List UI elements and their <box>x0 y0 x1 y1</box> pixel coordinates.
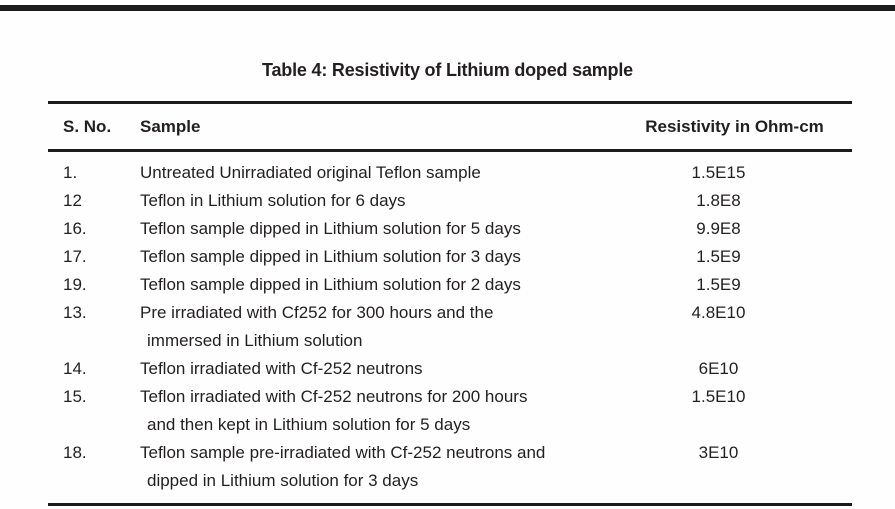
row-sno: 1. <box>63 163 78 182</box>
table-title: Table 4: Resistivity of Lithium doped sa… <box>262 60 633 80</box>
row-resistivity: 6E10 <box>698 359 739 378</box>
row-sample-continuation-line: immersed in Lithium solution <box>147 331 363 350</box>
row-sno: 12 <box>63 191 82 210</box>
table-row: 15. Teflon irradiated with Cf-252 neutron… <box>48 383 852 439</box>
table-row: 1. Untreated Unirradiated original Teflon… <box>48 159 852 187</box>
table-row: 18. Teflon sample pre-irradiated with Cf-… <box>48 439 852 495</box>
row-sample-line: Teflon in Lithium solution for 6 days <box>140 191 406 210</box>
row-sample-line: Teflon sample pre-irradiated with Cf-252… <box>140 443 546 462</box>
column-header-sno: S. No. <box>63 116 112 136</box>
row-sample-line: Untreated Unirradiated original Teflon s… <box>140 163 481 182</box>
row-sample-line: Teflon irradiated with Cf-252 neutrons f… <box>140 387 528 406</box>
header-top-rule <box>48 101 852 104</box>
row-sno: 16. <box>63 219 87 238</box>
row-resistivity: 3E10 <box>698 443 739 462</box>
row-sample: Pre irradiated with Cf252 for 300 hours … <box>140 299 617 355</box>
table-row: 12 Teflon in Lithium solution for 6 days 1… <box>48 187 852 215</box>
row-sno: 18. <box>63 443 87 462</box>
table-bottom-rule <box>48 503 852 506</box>
row-resistivity: 1.5E9 <box>696 247 741 266</box>
table-row: 19. Teflon sample dipped in Lithium solut… <box>48 271 852 299</box>
row-sample-line: Teflon sample dipped in Lithium solution… <box>140 247 521 266</box>
row-sample: Teflon sample dipped in Lithium solution… <box>140 243 617 271</box>
table-row: 17. Teflon sample dipped in Lithium solut… <box>48 243 852 271</box>
row-sample-line: Teflon irradiated with Cf-252 neutrons <box>140 359 423 378</box>
table-row: 13. Pre irradiated with Cf252 for 300 hou… <box>48 299 852 355</box>
row-resistivity: 4.8E10 <box>691 303 746 322</box>
row-sample-line: Teflon sample dipped in Lithium solution… <box>140 219 521 238</box>
row-sample: Teflon sample dipped in Lithium solution… <box>140 215 617 243</box>
row-sample-line: Teflon sample dipped in Lithium solution… <box>140 275 521 294</box>
table-body: 1. Untreated Unirradiated original Teflon… <box>48 152 852 503</box>
column-header-sample: Sample <box>140 116 201 136</box>
row-sample: Teflon in Lithium solution for 6 days <box>140 187 617 215</box>
row-sno: 15. <box>63 387 87 406</box>
row-resistivity: 1.5E9 <box>696 275 741 294</box>
row-sno: 17. <box>63 247 87 266</box>
row-resistivity: 1.5E15 <box>691 163 746 182</box>
table-row: 14. Teflon irradiated with Cf-252 neutron… <box>48 355 852 383</box>
row-sno: 13. <box>63 303 87 322</box>
row-sno: 14. <box>63 359 87 378</box>
table-header-row: S. No. Sample Resistivity in Ohm-cm <box>48 104 852 149</box>
row-sample: Teflon irradiated with Cf-252 neutrons f… <box>140 383 617 439</box>
row-sample: Teflon sample dipped in Lithium solution… <box>140 271 617 299</box>
row-sample-continuation-line: and then kept in Lithium solution for 5 … <box>147 415 471 434</box>
table-row: 16. Teflon sample dipped in Lithium solut… <box>48 215 852 243</box>
row-resistivity: 1.5E10 <box>691 387 746 406</box>
column-header-resistivity: Resistivity in Ohm-cm <box>645 116 824 136</box>
row-sample: Teflon irradiated with Cf-252 neutrons <box>140 355 617 383</box>
resistivity-table: S. No. Sample Resistivity in Ohm-cm 1. Un… <box>48 101 852 506</box>
row-sno: 19. <box>63 275 87 294</box>
page-top-rule <box>0 5 895 11</box>
row-resistivity: 1.8E8 <box>696 191 741 210</box>
row-sample: Teflon sample pre-irradiated with Cf-252… <box>140 439 617 495</box>
row-resistivity: 9.9E8 <box>696 219 741 238</box>
header-bottom-rule <box>48 149 852 152</box>
row-sample-line: Pre irradiated with Cf252 for 300 hours … <box>140 303 494 322</box>
row-sample: Untreated Unirradiated original Teflon s… <box>140 159 617 187</box>
row-sample-continuation-line: dipped in Lithium solution for 3 days <box>147 471 419 490</box>
